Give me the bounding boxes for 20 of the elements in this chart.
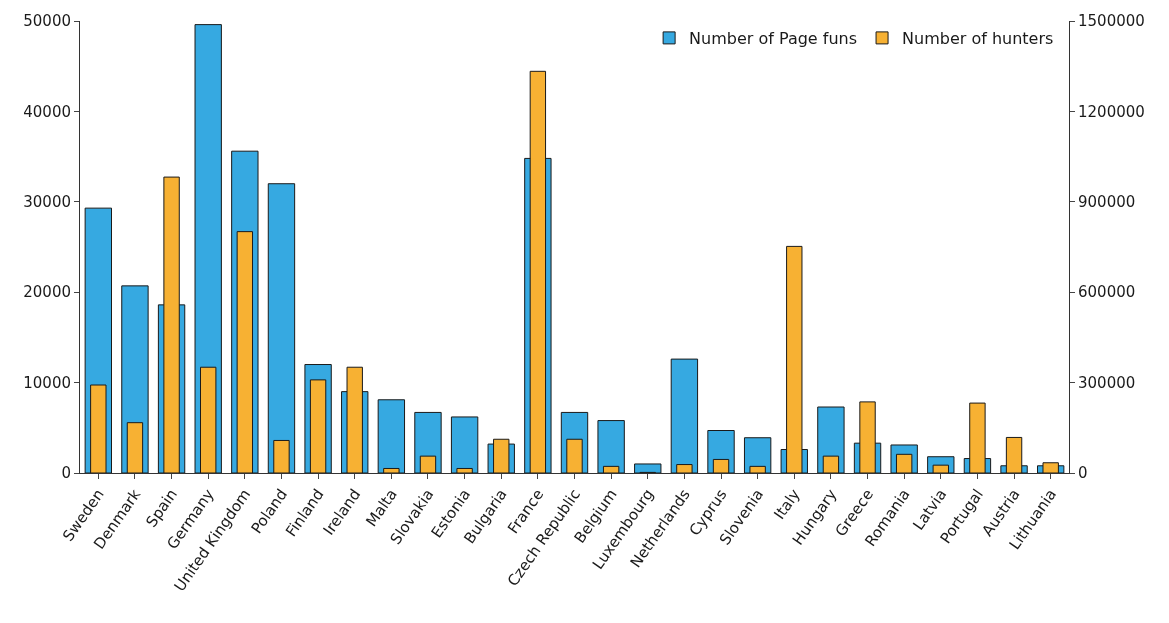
legend-label: Number of hunters <box>902 29 1054 49</box>
y2-tick-label: 300000 <box>1078 373 1136 392</box>
legend-label: Number of Page funs <box>689 29 858 49</box>
y-tick-label: 40000 <box>23 102 71 121</box>
y2-tick-label: 600000 <box>1078 283 1136 302</box>
y2-tick-label: 1200000 <box>1078 102 1145 121</box>
y2-tick-label: 900000 <box>1078 193 1136 212</box>
y-tick-label: 50000 <box>23 12 71 31</box>
y-tick-label: 0 <box>61 464 71 483</box>
bar <box>670 358 699 473</box>
bar <box>450 416 479 473</box>
y2-tick-label: 0 <box>1078 464 1088 483</box>
y2-tick-label: 1500000 <box>1078 12 1145 31</box>
bar <box>267 183 296 473</box>
y-tick-label: 30000 <box>23 193 71 212</box>
y-tick-label: 20000 <box>23 283 71 302</box>
bar <box>377 399 406 473</box>
bar <box>597 420 625 473</box>
bar <box>634 463 662 473</box>
y-tick-label: 10000 <box>23 373 71 392</box>
